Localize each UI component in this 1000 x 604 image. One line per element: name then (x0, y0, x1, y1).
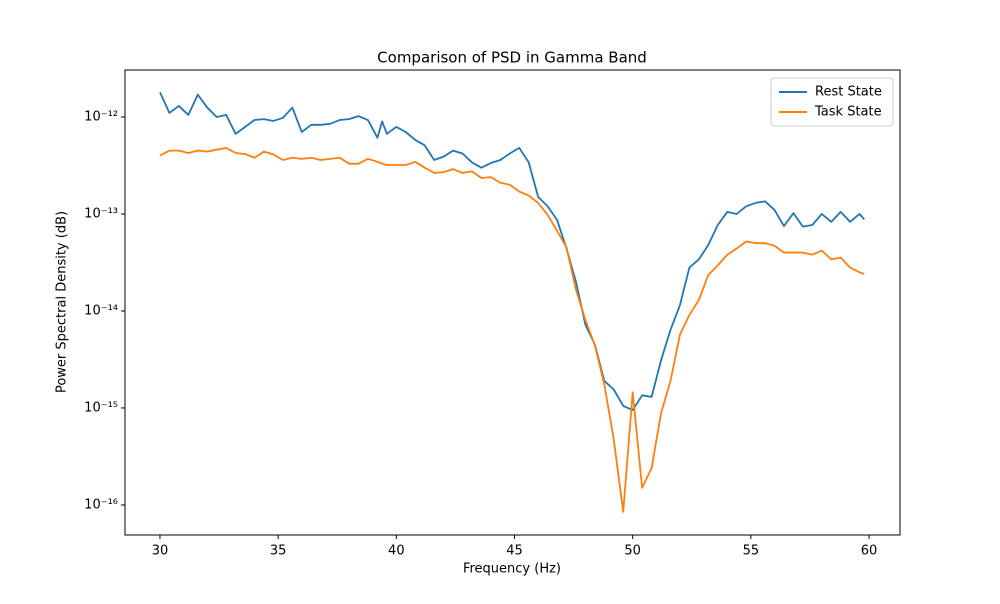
chart-title: Comparison of PSD in Gamma Band (377, 49, 647, 67)
legend-box (770, 77, 894, 127)
x-tick-label: 50 (624, 544, 641, 559)
legend-label: Rest State (815, 85, 882, 100)
legend-label: Task State (814, 105, 882, 120)
x-tick-label: 35 (270, 544, 287, 559)
y-axis-label: Power Spectral Density (dB) (55, 211, 70, 393)
x-tick-label: 45 (506, 544, 523, 559)
y-tick-label: 10⁻¹⁵ (84, 400, 118, 415)
y-tick-label: 10⁻¹³ (84, 206, 118, 221)
series-line (159, 146, 865, 513)
y-tick-label: 10⁻¹² (84, 109, 118, 124)
y-tick-label: 10⁻¹⁴ (84, 303, 118, 318)
plot-frame (124, 69, 901, 536)
x-tick-label: 60 (861, 544, 878, 559)
y-tick-label: 10⁻¹⁶ (84, 497, 118, 512)
series-line (159, 91, 865, 412)
x-tick-label: 55 (743, 544, 760, 559)
x-tick-label: 30 (152, 544, 169, 559)
x-tick-label: 40 (388, 544, 405, 559)
x-axis-label: Frequency (Hz) (463, 562, 561, 577)
